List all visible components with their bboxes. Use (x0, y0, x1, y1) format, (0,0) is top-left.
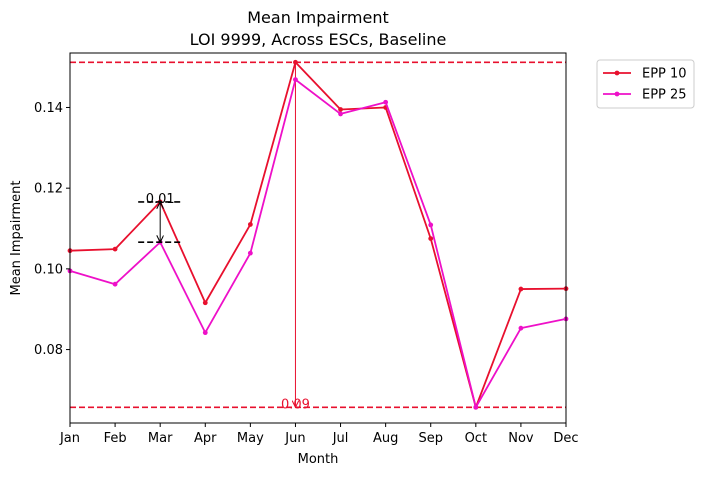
data-point (202, 330, 208, 336)
data-point (293, 59, 298, 65)
y-tick-label: 0.14 (34, 101, 63, 116)
data-point (112, 246, 118, 252)
chart-title: Mean Impairment (247, 8, 389, 27)
y-tick-label: 0.12 (34, 182, 63, 197)
series-line-2 (69, 78, 567, 409)
data-point (473, 404, 479, 410)
y-tick-label: 0.10 (34, 262, 63, 277)
data-point (202, 300, 208, 306)
x-tick-label: Jun (284, 431, 305, 446)
axes-frame (69, 52, 567, 424)
x-tick-label: Aug (373, 431, 398, 446)
data-point (293, 77, 298, 83)
x-tick-label: Oct (465, 431, 487, 446)
y-axis-label: Mean Impairment (9, 181, 24, 296)
data-point (247, 222, 253, 227)
x-tick-label: Sep (418, 431, 443, 446)
data-point (338, 111, 343, 117)
legend-box (596, 59, 695, 109)
data-point (112, 281, 118, 287)
legend: EPP 10 EPP 25 (596, 59, 695, 109)
legend-marker-1 (614, 70, 620, 76)
data-point (428, 222, 434, 228)
legend-label-2: EPP 25 (642, 88, 687, 103)
data-point (518, 286, 524, 292)
chart-subtitle: LOI 9999, Across ESCs, Baseline (190, 30, 447, 49)
y-tick-label: 0.08 (34, 343, 63, 358)
y-axis: 0.08 0.10 0.12 0.14 (34, 101, 70, 358)
x-tick-label: May (237, 431, 264, 446)
x-tick-label: Dec (553, 431, 578, 446)
x-tick-label: Mar (148, 431, 173, 446)
x-tick-label: Nov (508, 431, 534, 446)
x-axis-label: Month (298, 452, 339, 467)
x-tick-label: Apr (194, 431, 217, 446)
range-label: 0.09 (281, 397, 310, 412)
data-point (428, 236, 434, 242)
data-point (518, 325, 524, 331)
legend-marker-2 (614, 91, 620, 97)
data-point (247, 250, 253, 256)
data-point (338, 107, 343, 112)
x-tick-label: Feb (104, 431, 127, 446)
x-tick-label: Jan (59, 431, 80, 446)
legend-label-1: EPP 10 (642, 67, 687, 82)
x-tick-label: Jul (332, 431, 349, 446)
plot-area: 0.09 0.01 (67, 59, 569, 412)
series-line-1 (69, 61, 567, 409)
difference-label: 0.01 (146, 192, 175, 207)
x-axis: Jan Feb Mar Apr May Jun Jul Aug Sep Oct Nov Dec (59, 423, 579, 446)
data-point (383, 99, 389, 105)
